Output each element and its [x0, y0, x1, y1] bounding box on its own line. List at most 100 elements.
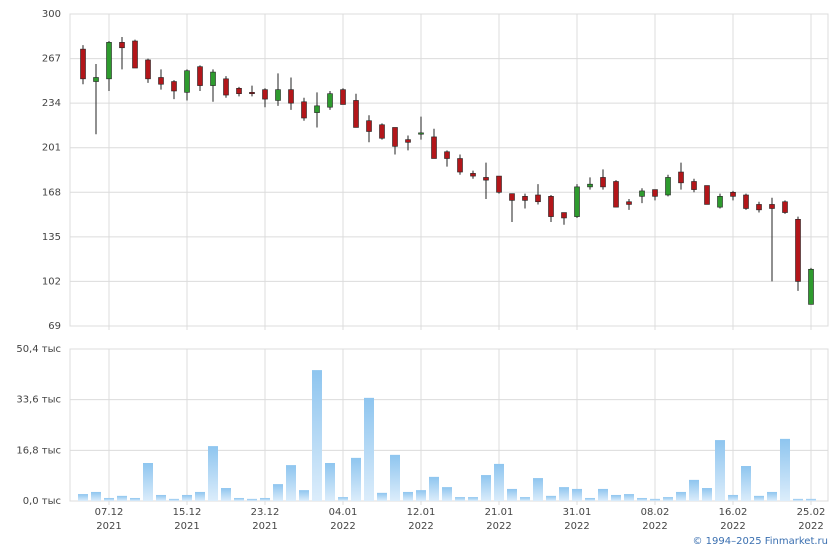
volume-bar [767, 491, 777, 501]
volume-bar [520, 497, 530, 501]
candle-body [405, 139, 411, 143]
volume-bar [754, 495, 764, 501]
candle-body [743, 194, 749, 209]
candle-body [145, 59, 151, 80]
copyright: © 1994–2025 Finmarket.ru [692, 536, 828, 547]
x-tick-label: 2022 [564, 521, 589, 532]
volume-bar [299, 490, 309, 501]
y-tick-label: 168 [42, 187, 61, 198]
x-tick-label: 15.12 [173, 507, 202, 518]
x-tick-label: 08.02 [641, 507, 670, 518]
volume-bar [507, 488, 517, 501]
candle-body [600, 177, 606, 188]
x-tick-label: 2022 [720, 521, 745, 532]
volume-bar [611, 494, 621, 501]
candle-body [249, 92, 255, 94]
x-tick-label: 04.01 [329, 507, 358, 518]
candle-body [171, 81, 177, 92]
candle-body [119, 42, 125, 49]
x-tick-label: 25.02 [797, 507, 826, 518]
candle-body [665, 177, 671, 196]
volume-bar [377, 492, 387, 501]
volume-bar [598, 488, 608, 501]
volume-bar [286, 465, 296, 501]
volume-bar [195, 491, 205, 501]
candle-body [704, 185, 710, 205]
candle-body [639, 190, 645, 197]
x-tick-label: 07.12 [95, 507, 124, 518]
volume-bar [429, 476, 439, 501]
x-tick-label: 2022 [642, 521, 667, 532]
volume-bar [546, 495, 556, 501]
volume-bar [234, 497, 244, 501]
volume-bar [494, 463, 504, 501]
volume-bar [208, 446, 218, 501]
volume-bar [169, 498, 179, 501]
volume-bar [104, 497, 114, 501]
candle-body [210, 71, 216, 86]
candle-body [457, 158, 463, 173]
x-tick-label: 2022 [486, 521, 511, 532]
volume-bar [91, 491, 101, 501]
volume-bar [143, 463, 153, 501]
volume-bar [468, 497, 478, 501]
y-tick-label: 234 [42, 98, 61, 109]
x-tick-label: 31.01 [563, 507, 592, 518]
candle-body [314, 105, 320, 113]
volume-bar [78, 494, 88, 501]
y-tick-label: 201 [42, 143, 61, 154]
volume-bar [403, 491, 413, 501]
candle-body [613, 181, 619, 208]
x-tick-label: 2022 [798, 521, 823, 532]
candle-body [678, 171, 684, 184]
candle-body [509, 193, 515, 201]
y-tick-label: 69 [48, 321, 61, 332]
candle-body [782, 201, 788, 213]
volume-bar [637, 497, 647, 501]
volume-bar [130, 497, 140, 501]
volume-bar [676, 491, 686, 501]
candle-body [470, 173, 476, 177]
volume-bar [182, 494, 192, 501]
x-tick-label: 21.01 [485, 507, 514, 518]
y-tick-label: 102 [42, 276, 61, 287]
candle-body [717, 196, 723, 208]
candle-body [93, 77, 99, 82]
candle-body [301, 101, 307, 119]
volume-bar [663, 497, 673, 501]
volume-bar [338, 497, 348, 501]
panel-frame [69, 13, 829, 327]
candle-body [353, 100, 359, 128]
candle-body [652, 189, 658, 197]
candle-body [769, 204, 775, 209]
candle-body [496, 175, 502, 193]
candle-body [808, 268, 814, 305]
candle-body [795, 218, 801, 282]
candle-body [392, 127, 398, 147]
candle-body [327, 93, 333, 108]
candle-body [522, 196, 528, 201]
candle-body [561, 212, 567, 219]
candle-body [184, 70, 190, 93]
candle-body [730, 191, 736, 197]
volume-bar [416, 490, 426, 501]
candle-body [431, 136, 437, 159]
volume-bar [442, 487, 452, 501]
candle-body [574, 186, 580, 217]
candle-body [288, 89, 294, 104]
volume-bar [793, 498, 803, 501]
x-tick-label: 2021 [174, 521, 199, 532]
candle-body [366, 120, 372, 132]
candle-body [197, 66, 203, 86]
candle-body [236, 87, 242, 94]
volume-bar [806, 498, 816, 501]
candle-body [158, 77, 164, 85]
candle-body [80, 48, 86, 80]
candle-body [262, 89, 268, 100]
x-tick-label: 23.12 [251, 507, 280, 518]
candle-body [756, 204, 762, 211]
volume-bar [390, 454, 400, 501]
candle-body [626, 201, 632, 205]
volume-bar [481, 475, 491, 501]
